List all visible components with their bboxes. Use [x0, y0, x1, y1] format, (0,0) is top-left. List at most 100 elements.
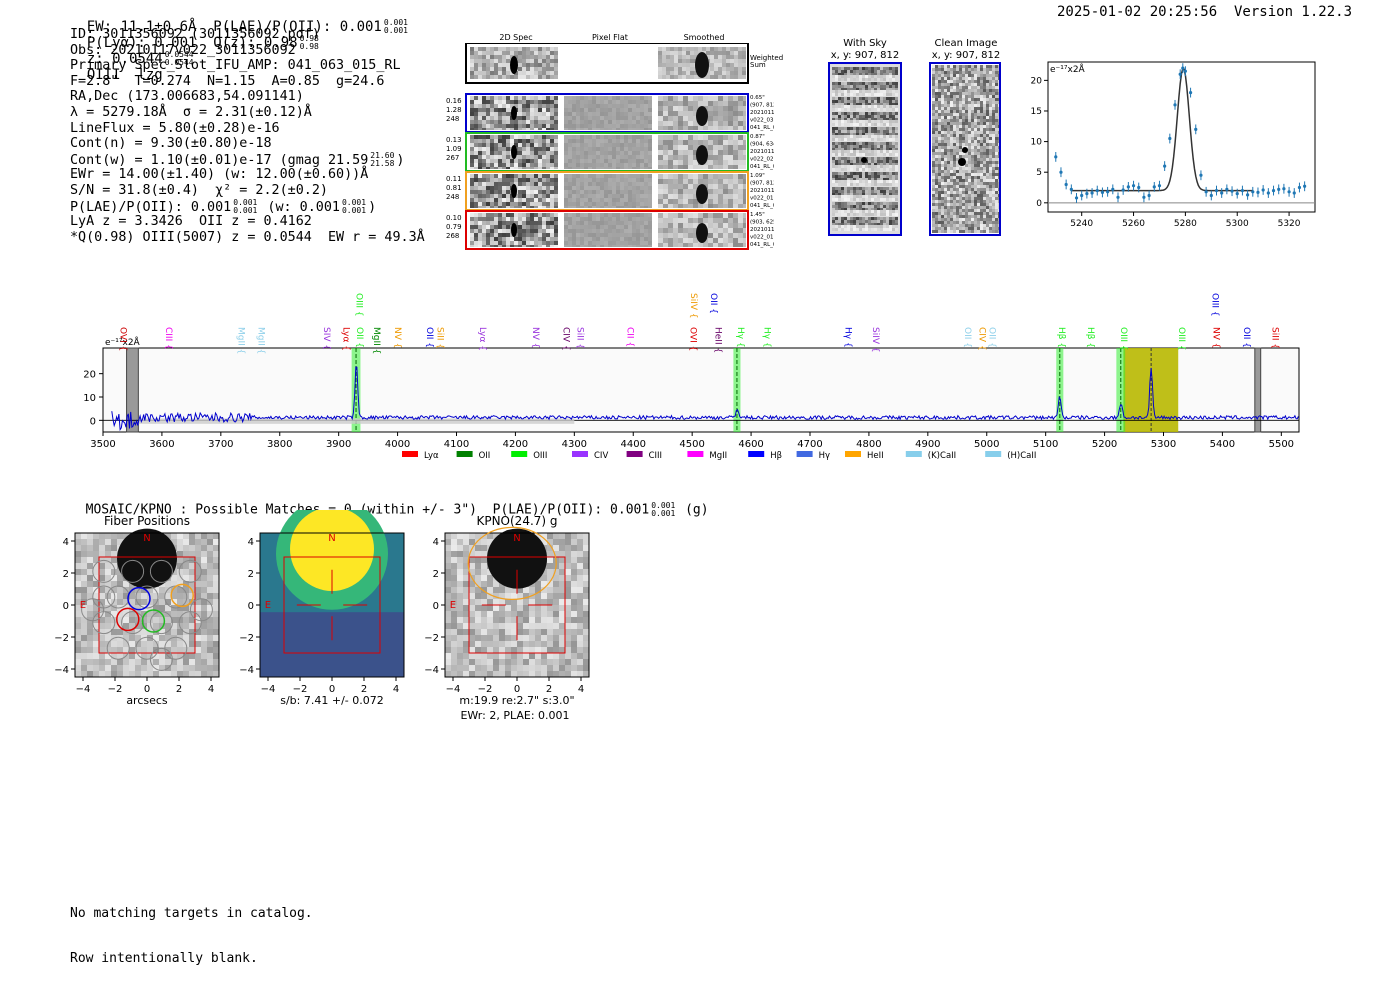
fit-data-point	[1096, 189, 1099, 192]
spectrum-xtick-label: 3900	[326, 439, 351, 450]
legend-label: HeII	[867, 451, 884, 461]
fit-data-point	[1236, 192, 1239, 195]
panel-xlabel: m:19.9 re:2.7" s:3.0"	[459, 694, 574, 707]
imaging-panels: Fiber PositionsNE−4−4−2−2002244arcsecsLi…	[40, 510, 610, 725]
cutout-smoothed-source	[696, 223, 708, 243]
legend-swatch	[845, 451, 861, 457]
cutout-pixel-flat	[564, 96, 652, 130]
sky-gap-row	[832, 210, 898, 216]
fit-xtick-label: 5320	[1278, 219, 1301, 229]
spectral-line-label: Hγ {	[762, 327, 772, 348]
legend-swatch	[457, 451, 473, 457]
legend-label: Lyα	[424, 451, 439, 461]
spectrum-xtick-label: 5000	[974, 439, 999, 450]
cutout-2d-source	[511, 223, 517, 237]
spectral-line-label: SiII {	[435, 327, 445, 349]
fit-data-point	[1158, 184, 1161, 187]
fit-data-point	[1111, 188, 1114, 191]
panel-xtick-label: 4	[578, 684, 584, 695]
info-obs: Obs: 20210117v022_3011356092	[70, 43, 425, 59]
fit-xtick-label: 5280	[1174, 219, 1197, 229]
fit-data-point	[1173, 103, 1176, 106]
info-id: ID: 3011356092 (3011356092.pdf)	[70, 27, 425, 43]
legend-swatch	[985, 451, 1001, 457]
panel-xtick-label: 4	[393, 684, 399, 695]
sky-gap-row	[832, 105, 898, 111]
fit-data-point	[1059, 171, 1062, 174]
spectrum-xtick-label: 3700	[208, 439, 233, 450]
spectrum-ytick-label: 0	[90, 416, 96, 427]
panel-ytick-label: 0	[63, 601, 69, 612]
panel-ytick-label: 4	[248, 537, 254, 548]
legend-label: CIII	[649, 451, 662, 461]
panel-ytick-label: 4	[63, 537, 69, 548]
spectrum-xtick-label: 4900	[915, 439, 940, 450]
fit-data-point	[1277, 188, 1280, 191]
fit-data-point	[1251, 190, 1254, 193]
fit-data-point	[1246, 193, 1249, 196]
fit-ytick-label: 5	[1036, 168, 1042, 178]
footer-line-1: No matching targets in catalog.	[70, 906, 313, 921]
sky-gap-row	[832, 90, 898, 96]
panel-ytick-label: −4	[424, 665, 439, 676]
spectral-line-label: OII {	[962, 327, 972, 348]
sky-fiber-row	[832, 217, 898, 225]
cutout-pixel-flat	[564, 174, 652, 208]
spectral-line-label: Hβ {	[1085, 327, 1095, 348]
spectrum-xtick-label: 3500	[90, 439, 115, 450]
legend-swatch	[402, 451, 418, 457]
detection-info: ID: 3011356092 (3011356092.pdf) Obs: 202…	[70, 27, 425, 245]
spectrum-xtick-label: 5100	[1033, 439, 1058, 450]
weighted-sum-label: Weighted Sum	[750, 55, 783, 69]
legend-label: (H)CaII	[1007, 451, 1036, 461]
fit-data-point	[1163, 164, 1166, 167]
spectrum-xtick-label: 5200	[1092, 439, 1117, 450]
sky-fiber-row	[832, 142, 898, 150]
panel-ytick-label: −4	[54, 665, 69, 676]
compass-north: N	[513, 533, 520, 544]
fit-data-point	[1230, 190, 1233, 193]
fit-data-point	[1282, 187, 1285, 190]
fit-data-point	[1272, 189, 1275, 192]
spectral-line-label: Hγ {	[842, 327, 852, 348]
fit-data-point	[1137, 186, 1140, 189]
spectrum-ytick-label: 10	[83, 393, 96, 404]
legend-label: (K)CaII	[928, 451, 956, 461]
spectral-line-label: OII {	[708, 293, 718, 314]
fit-data-point	[1184, 70, 1187, 73]
fit-data-point	[1287, 190, 1290, 193]
spectral-line-label: OIII {	[1209, 293, 1219, 317]
legend-label: MgII	[709, 451, 727, 461]
cutout-2d-source	[511, 106, 517, 120]
panel-ytick-label: 2	[248, 569, 254, 580]
cutout-smoothed-source	[696, 106, 708, 126]
fit-data-point	[1225, 188, 1228, 191]
spectral-line-label: CIII {	[163, 327, 173, 350]
spectral-line-label: SiIV {	[688, 293, 698, 319]
fit-data-point	[1267, 191, 1270, 194]
masked-region	[1255, 348, 1261, 432]
spectral-line-label: SiII {	[1269, 327, 1279, 349]
fit-data-point	[1220, 191, 1223, 194]
spectral-line-label: OII {	[987, 327, 997, 348]
compass-east: E	[265, 600, 271, 611]
spectral-line-label: HeII {	[713, 327, 723, 353]
legend-swatch	[748, 451, 764, 457]
clean-source-1	[962, 147, 968, 153]
panel-title: KPNO(24.7) g	[476, 514, 557, 528]
fit-data-point	[1090, 191, 1093, 194]
clean-image	[929, 62, 1003, 236]
fit-data-point	[1179, 73, 1182, 76]
sky-fiber-row	[832, 82, 898, 90]
info-flux: LineFlux = 5.80(±0.28)e-16	[70, 121, 425, 137]
info-radec: RA,Dec (173.006683,54.091141)	[70, 89, 425, 105]
panel-ytick-label: 0	[433, 601, 439, 612]
spectrum-xtick-label: 4800	[856, 439, 881, 450]
kpno-sub-label: EWr: 2, PLAE: 0.001	[440, 709, 590, 722]
